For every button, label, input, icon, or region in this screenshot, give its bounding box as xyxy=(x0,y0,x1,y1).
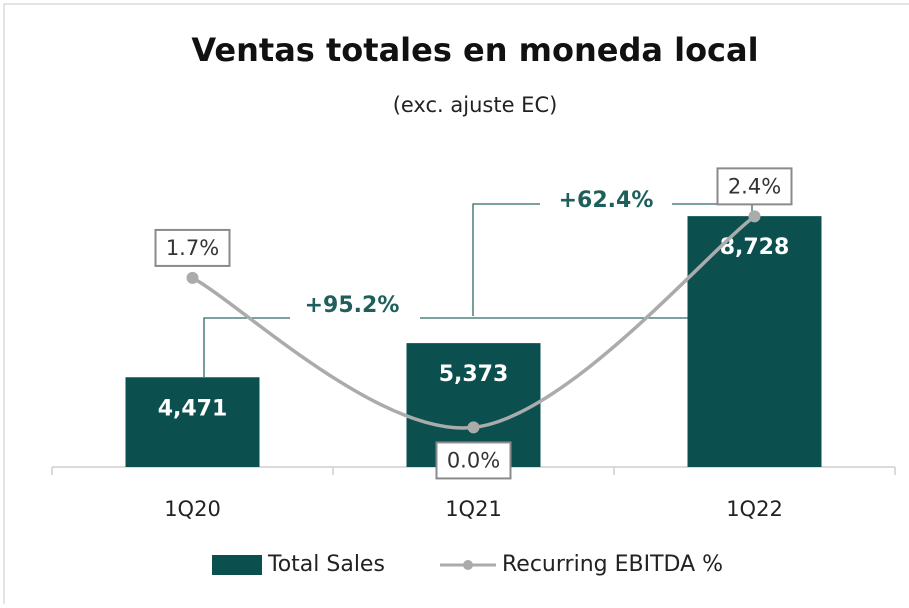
chart-title: Ventas totales en moneda local xyxy=(191,31,758,69)
legend-dot xyxy=(463,560,473,570)
legend-label: Recurring EBITDA % xyxy=(502,552,723,577)
annotation: +62.4% xyxy=(559,188,654,213)
line-label-box xyxy=(154,228,231,267)
line-point xyxy=(467,421,480,434)
bracket xyxy=(203,317,290,377)
bar-value-label: 5,373 xyxy=(439,362,509,387)
x-tick-label: 1Q21 xyxy=(445,497,502,521)
line-label-box xyxy=(435,441,512,480)
bar xyxy=(125,377,260,467)
legend-swatch xyxy=(212,555,262,575)
line-value-label: 0.0% xyxy=(447,448,500,472)
line-value-label: 2.4% xyxy=(728,174,781,198)
chart-subtitle: (exc. ajuste EC) xyxy=(393,93,558,117)
line-label-box xyxy=(716,167,793,206)
line-value-label: 1.7% xyxy=(166,236,219,260)
x-tick-label: 1Q20 xyxy=(164,497,221,521)
x-tick-label: 1Q22 xyxy=(726,497,783,521)
bracket xyxy=(672,203,753,216)
bar-value-label: 8,728 xyxy=(720,235,790,260)
legend-label: Total Sales xyxy=(267,552,385,577)
annotation: +95.2% xyxy=(305,293,400,318)
bracket xyxy=(472,203,540,316)
bar-value-label: 4,471 xyxy=(158,396,228,421)
line-point xyxy=(748,210,761,223)
line-point xyxy=(186,271,199,284)
